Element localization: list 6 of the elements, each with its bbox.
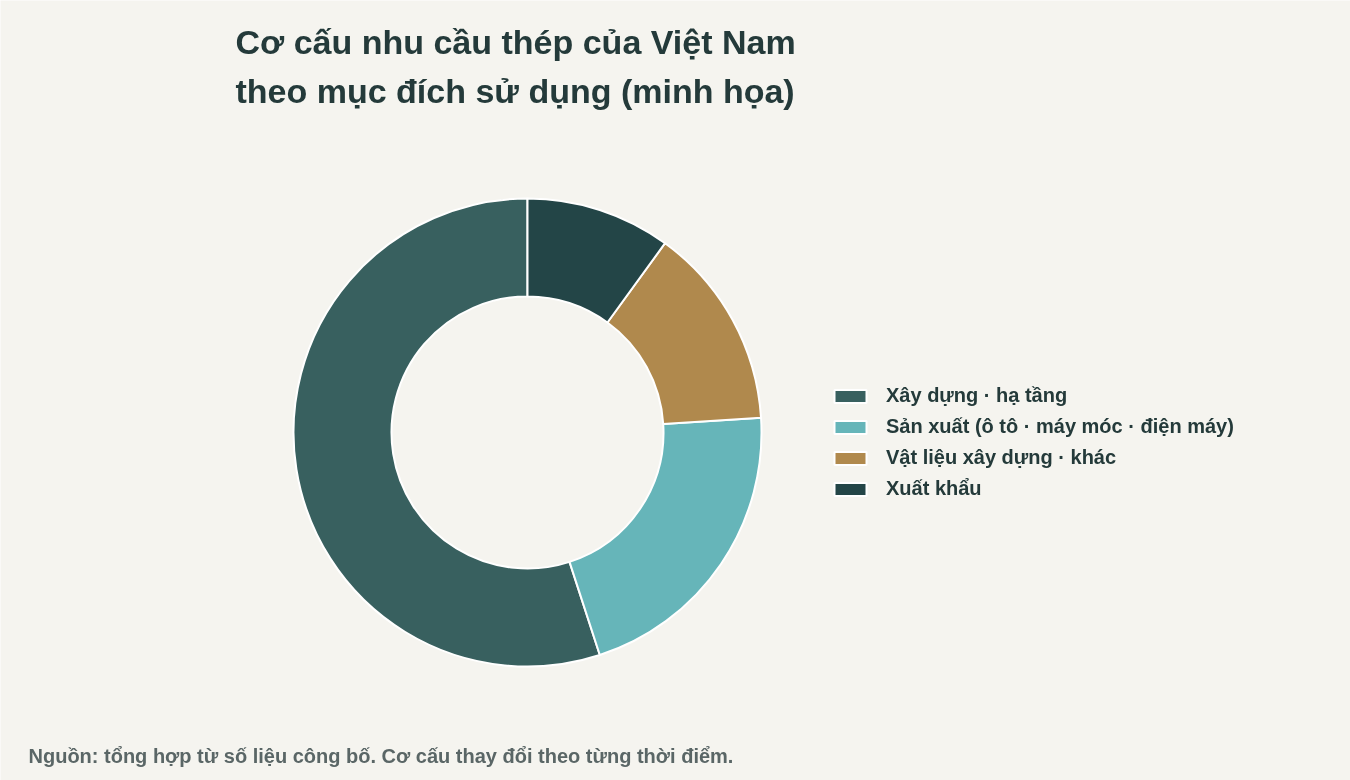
legend-label: Vật liệu xây dựng · khác	[886, 446, 1117, 469]
chart-title: Cơ cấu nhu cầu thép của Việt Nam theo mục đích sử dụng (minh họa)	[235, 22, 796, 110]
legend-label: Xây dựng · hạ tầng	[886, 384, 1068, 407]
text: Nguồn: tổng hợp từ số liệu công bố. Cơ cấu thay đổi theo từng thời điểm.	[28, 744, 734, 767]
legend-label: Xuất khẩu	[886, 477, 982, 500]
legend-label: Sản xuất (ô tô · máy móc · điện máy)	[886, 415, 1234, 438]
